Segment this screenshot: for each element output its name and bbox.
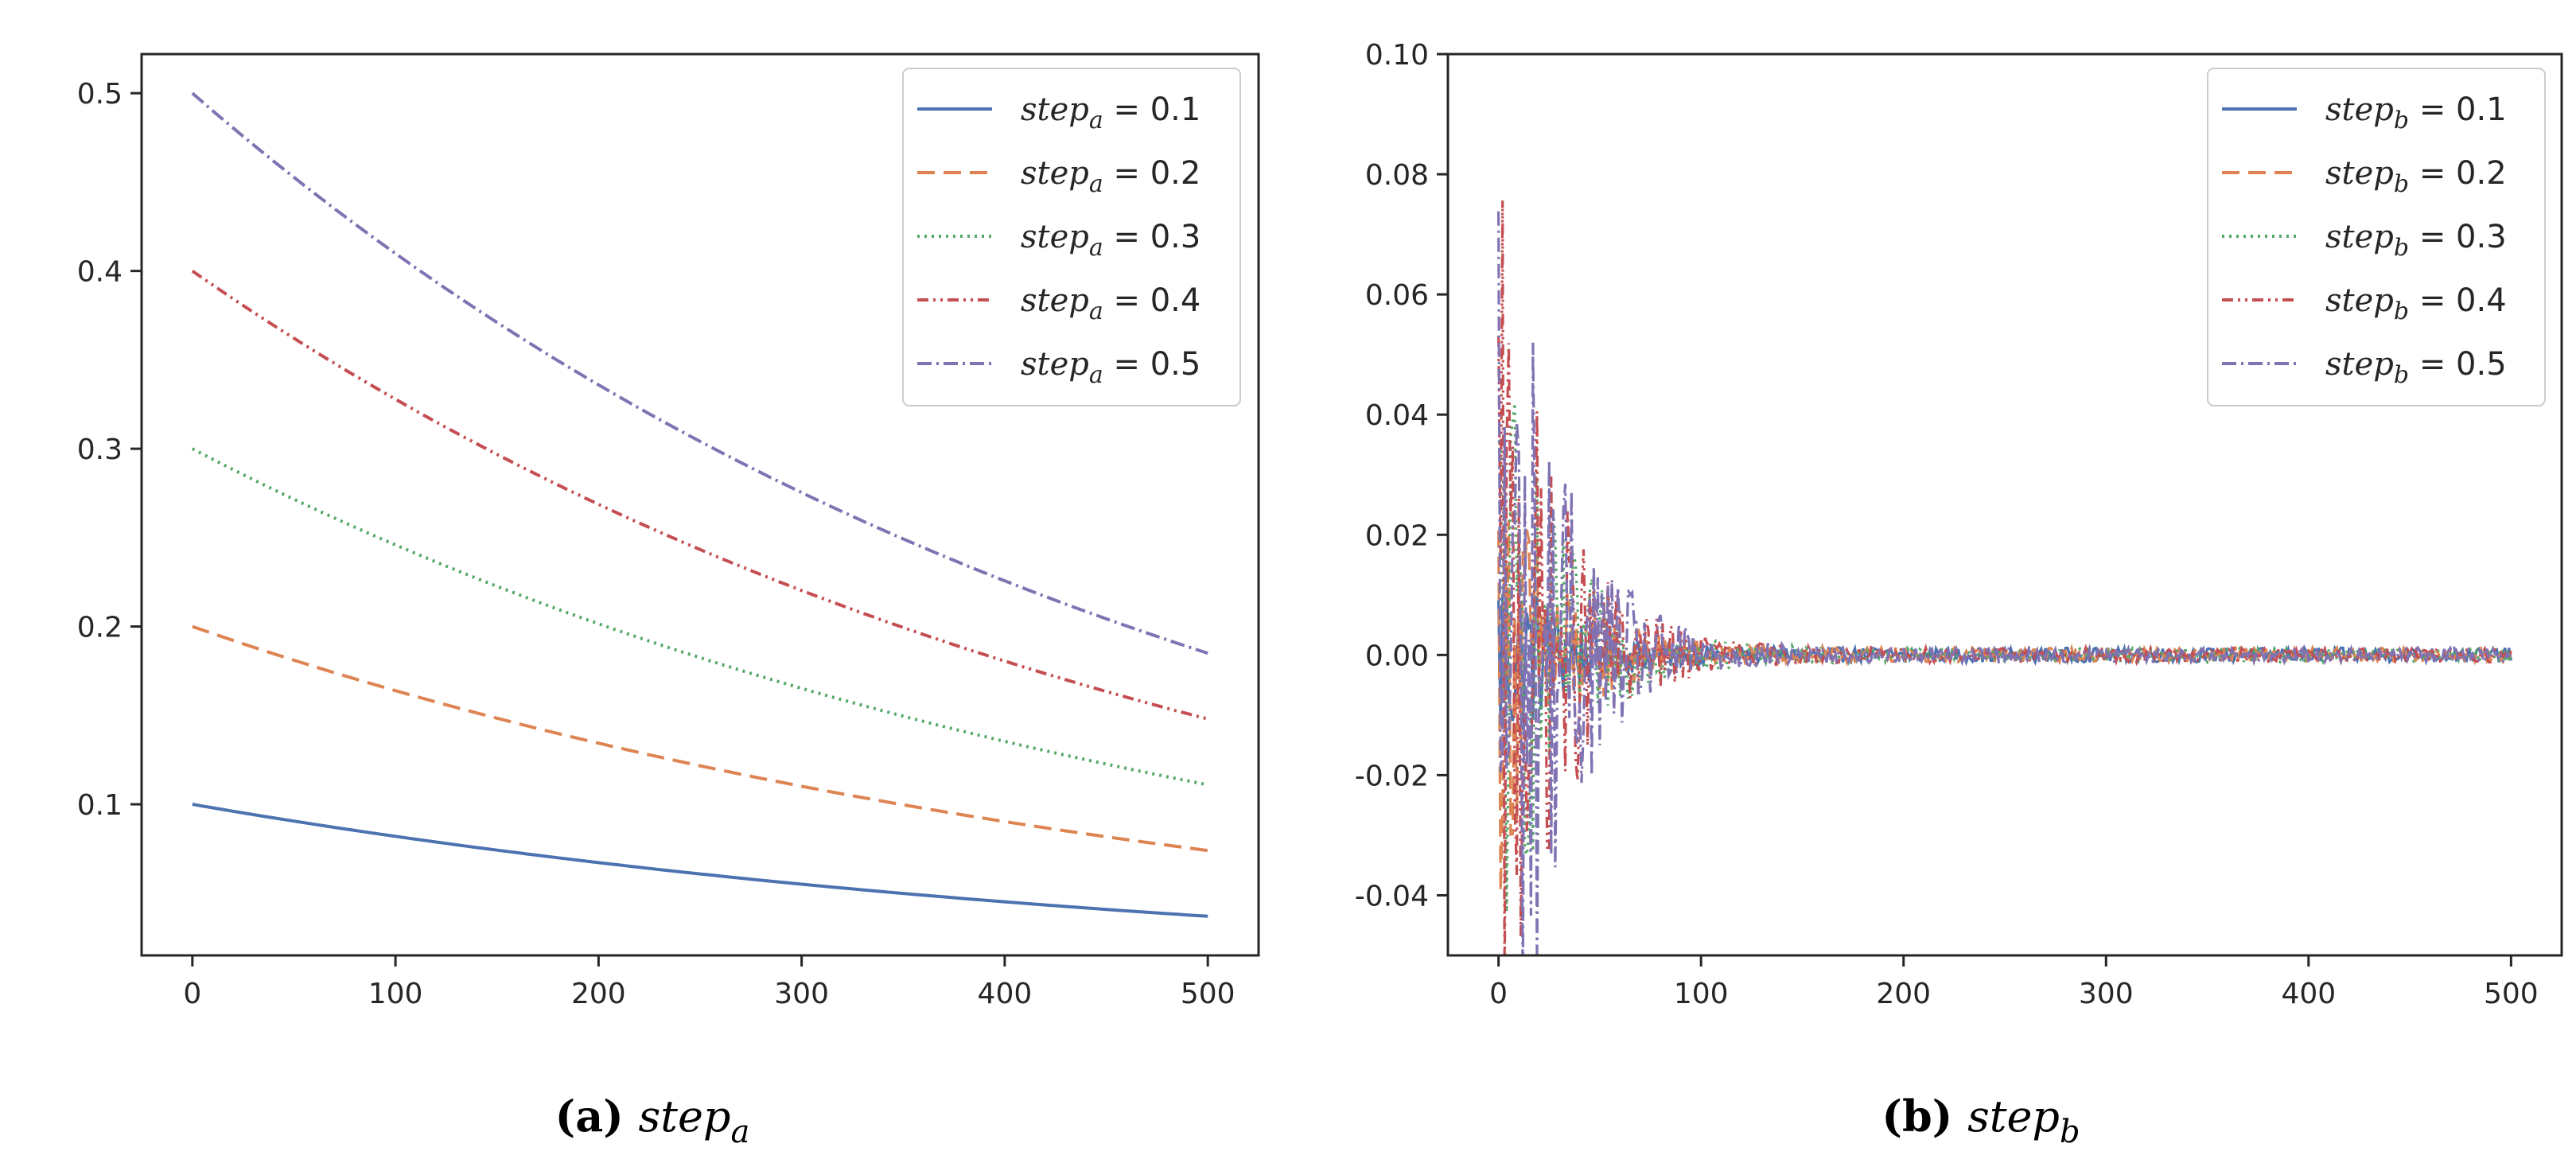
y-tick-label-b-5: 0.06 [1365,279,1429,312]
legend-label-b-5: stepb = 0.5 [2325,346,2507,389]
y-tick-label-b-7: 0.10 [1365,39,1429,72]
y-tick-label-b-0: -0.04 [1355,880,1429,912]
legend-label-b-2: stepb = 0.2 [2325,155,2507,198]
caption-a: (a) stepa [555,1091,750,1150]
chart-panel-b: 0 100 200 300 400 500 -0.04 -0.02 0.00 0.02 0.04 0.… [1355,39,2563,1150]
legend-box-a [902,68,1241,407]
x-tick-label-b-100: 100 [1674,978,1729,1010]
series-line-a-3 [191,447,1208,787]
chart-panel-a: 0 100 200 300 400 500 0.1 0.2 0.3 0.4 0.5 stepa = 0… [77,53,1260,1150]
legend-a: stepa = 0.1 stepa = 0.2 stepa = 0.3 stepa =… [902,68,1241,407]
y-tick-label-b-1: -0.02 [1355,760,1429,792]
x-tick-label-a-400: 400 [978,978,1033,1010]
plot-area-a [191,91,1208,918]
legend-label-a-4: stepa = 0.4 [1021,282,1200,325]
y-tick-label-b-6: 0.08 [1365,159,1429,192]
legend-box-b [2207,68,2546,407]
x-tick-label-b-200: 200 [1876,978,1931,1010]
x-tick-label-a-0: 0 [183,978,201,1010]
x-tick-label-a-500: 500 [1181,978,1235,1010]
y-tick-label-a-4: 0.5 [77,78,123,111]
legend-label-a-5: stepa = 0.5 [1021,346,1200,389]
y-tick-label-a-0: 0.1 [77,789,123,822]
series-line-a-5 [191,91,1208,655]
legend-label-b-1: stepb = 0.1 [2325,91,2507,134]
y-tick-label-b-3: 0.02 [1365,519,1429,552]
y-tick-label-a-2: 0.3 [77,434,123,466]
caption-b: (b) stepb [1881,1091,2080,1150]
legend-label-a-3: stepa = 0.3 [1021,219,1200,262]
x-tick-label-b-300: 300 [2079,978,2134,1010]
y-tick-label-a-3: 0.4 [77,256,123,289]
legend-label-b-4: stepb = 0.4 [2325,282,2507,325]
x-tick-label-a-300: 300 [774,978,829,1010]
x-tick-label-b-400: 400 [2281,978,2336,1010]
x-tick-label-b-0: 0 [1489,978,1508,1010]
axes-frame-a [140,53,1260,957]
series-line-b-5 [1497,211,2512,955]
axes-frame-b [1446,53,2563,957]
x-tick-label-a-100: 100 [368,978,423,1010]
plot-area-b [1497,200,2512,955]
legend-label-a-1: stepa = 0.1 [1021,91,1200,134]
legend-b: stepb = 0.1 stepb = 0.2 stepb = 0.3 stepb =… [2207,68,2546,407]
y-tick-label-b-4: 0.04 [1365,399,1429,432]
series-line-a-4 [191,269,1208,721]
y-tick-label-b-2: 0.00 [1365,640,1429,672]
legend-label-b-3: stepb = 0.3 [2325,219,2507,262]
legend-label-a-2: stepa = 0.2 [1021,155,1200,198]
series-line-a-1 [192,803,1208,918]
series-line-a-2 [192,624,1208,853]
x-tick-label-a-200: 200 [571,978,626,1010]
x-tick-label-b-500: 500 [2484,978,2539,1010]
y-tick-label-a-1: 0.2 [77,612,123,644]
